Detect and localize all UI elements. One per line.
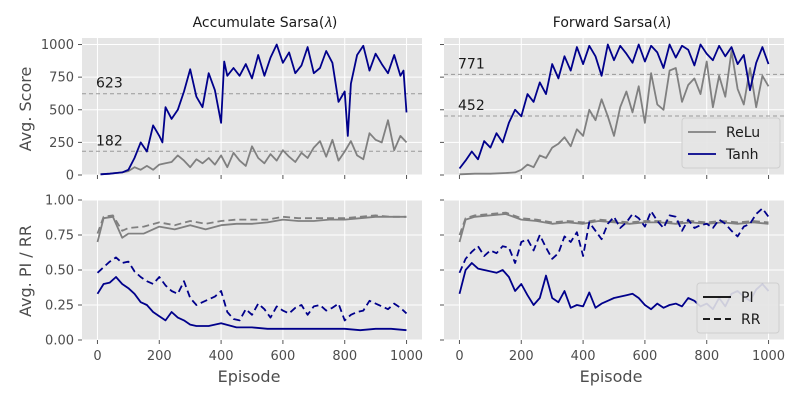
xlabel-left: Episode — [218, 367, 281, 386]
panel-title-left: Accumulate Sarsa(𝜆) — [193, 15, 338, 31]
x-tick-label: 800 — [694, 349, 719, 364]
y-tick-label: 0.25 — [45, 299, 74, 314]
x-tick-label: 1000 — [390, 349, 423, 364]
x-tick-label: 1000 — [752, 349, 785, 364]
series-tanh-pi — [96, 276, 407, 332]
legend-label: Tanh — [725, 147, 759, 163]
y-tick-label: 0.75 — [45, 229, 74, 244]
panel-score-0: 0 250 500 750 1000 623 182 — [41, 38, 422, 184]
series-relu — [459, 50, 770, 176]
plot-area — [82, 38, 422, 175]
y-tick-label: 1.00 — [45, 194, 74, 209]
series-relu-pi — [458, 213, 769, 243]
reference-label: 623 — [96, 76, 123, 92]
x-tick-label: 0 — [93, 349, 101, 364]
x-tick-label: 200 — [509, 349, 534, 364]
series-tanh — [100, 43, 408, 176]
xlabel-right: Episode — [580, 367, 643, 386]
legend-box — [696, 282, 780, 334]
panel-title-right: Forward Sarsa(𝜆) — [553, 15, 671, 31]
legend-box — [681, 117, 781, 169]
series-tanh — [458, 43, 770, 170]
reference-label: 182 — [96, 133, 123, 149]
series-relu-pi — [96, 215, 407, 243]
y-tick-label: 250 — [49, 136, 74, 151]
ylabel-ratio: Avg. PI / RR — [16, 225, 35, 317]
legend-ratio: PI RR — [696, 282, 780, 334]
x-tick-label: 0 — [455, 349, 463, 364]
y-tick-label: 0 — [66, 169, 74, 184]
series-tanh-rr — [458, 207, 770, 274]
ylabel-score: Avg. Score — [16, 67, 35, 152]
x-tick-label: 600 — [270, 349, 295, 364]
panels: 0 250 500 750 1000 623 182 771 452 0 200 400 600 800 1… — [41, 38, 785, 364]
x-tick-label: 400 — [209, 349, 234, 364]
x-tick-label: 200 — [147, 349, 172, 364]
legend-label: RR — [741, 312, 761, 328]
y-tick-label: 1000 — [41, 38, 74, 53]
legend-score: ReLu Tanh — [681, 117, 781, 169]
x-tick-label: 600 — [632, 349, 657, 364]
y-tick-label: 0.50 — [45, 264, 74, 279]
reference-label: 771 — [458, 56, 485, 72]
series-relu-rr — [96, 214, 407, 234]
y-tick-label: 0.00 — [45, 334, 74, 349]
y-tick-label: 500 — [49, 103, 74, 118]
x-tick-label: 400 — [571, 349, 596, 364]
panel-ratio-1: 0 200 400 600 800 1000 — [440, 199, 785, 364]
legend-label: PI — [741, 290, 754, 306]
series-relu — [100, 119, 408, 176]
y-tick-label: 750 — [49, 71, 74, 86]
panel-ratio-0: 0 200 400 600 800 1000 0.00 0.25 0.50 0.75 1.00 — [45, 194, 423, 365]
series-relu-rr — [458, 211, 769, 236]
legend-label: ReLu — [726, 125, 760, 141]
reference-label: 452 — [458, 98, 485, 114]
x-tick-label: 800 — [332, 349, 357, 364]
series-tanh-rr — [96, 256, 408, 322]
